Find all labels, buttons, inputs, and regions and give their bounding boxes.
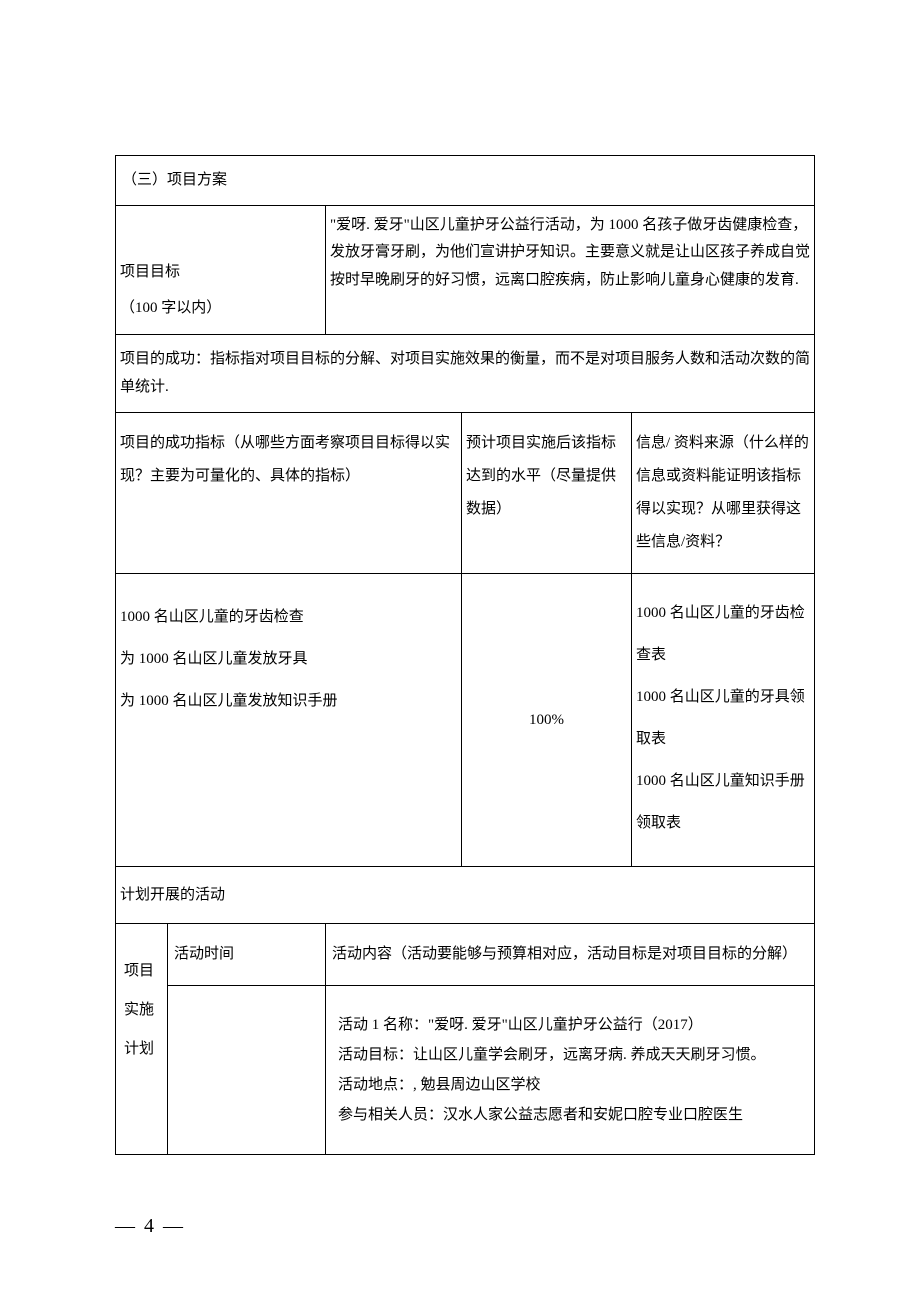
- goal-content: "爱呀. 爱牙"山区儿童护牙公益行活动，为 1000 名孩子做牙齿健康检查，发放…: [330, 217, 810, 289]
- activity-line4: 参与相关人员：汉水人家公益志愿者和安妮口腔专业口腔医生: [338, 1100, 802, 1130]
- document-page: （三）项目方案 项目目标 （100 字以内） "爱呀. 爱牙"山区儿童护牙公益行…: [0, 0, 920, 1298]
- metrics-h3-text: 信息/ 资料来源（什么样的信息或资料能证明该指标得以实现？从哪里获得这些信息/资…: [636, 435, 809, 550]
- metrics-h1-text: 项目的成功指标（从哪些方面考察项目目标得以实现？主要为可量化的、具体的指标）: [120, 435, 450, 484]
- plan-time-header: 活动时间: [174, 946, 234, 962]
- metrics-header-2: 预计项目实施后该指标达到的水平（尽量提供数据）: [462, 412, 632, 573]
- success-note: 项目的成功：指标指对项目目标的分解、对项目实施效果的衡量，而不是对项目服务人数和…: [120, 351, 810, 396]
- metrics-header-3: 信息/ 资料来源（什么样的信息或资料能证明该指标得以实现？从哪里获得这些信息/资…: [632, 412, 815, 573]
- plan-activity-cell: 活动 1 名称："爱呀. 爱牙"山区儿童护牙公益行（2017） 活动目标：让山区…: [326, 985, 815, 1154]
- metric3-line2: 1000 名山区儿童的牙具领取表: [636, 676, 810, 760]
- activity-line2: 活动目标：让山区儿童学会刷牙，远离牙病. 养成天天刷牙习惯。: [338, 1040, 802, 1070]
- vlabel-1: 项目: [124, 952, 159, 991]
- plan-vlabel-cell: 项目 实施 计划: [116, 924, 168, 1155]
- goal-label-2: （100 字以内）: [120, 290, 319, 326]
- vlabel-3: 计划: [124, 1030, 159, 1069]
- goal-label-1: 项目目标: [120, 254, 319, 290]
- section-title: （三）项目方案: [122, 172, 227, 188]
- metric1-line2: 为 1000 名山区儿童发放牙具: [120, 638, 457, 680]
- plan-section-cell: 计划开展的活动: [116, 866, 815, 924]
- metrics-body-3: 1000 名山区儿童的牙齿检查表 1000 名山区儿童的牙具领取表 1000 名…: [632, 573, 815, 866]
- activity-line1: 活动 1 名称："爱呀. 爱牙"山区儿童护牙公益行（2017）: [338, 1010, 802, 1040]
- vlabel-2: 实施: [124, 991, 159, 1030]
- page-number: — 4 —: [115, 1215, 815, 1238]
- plan-content-header-cell: 活动内容（活动要能够与预算相对应，活动目标是对项目目标的分解）: [326, 924, 815, 986]
- metric1-line3: 为 1000 名山区儿童发放知识手册: [120, 680, 457, 722]
- metric1-line1: 1000 名山区儿童的牙齿检查: [120, 596, 457, 638]
- metrics-header-1: 项目的成功指标（从哪些方面考察项目目标得以实现？主要为可量化的、具体的指标）: [116, 412, 462, 573]
- success-note-cell: 项目的成功：指标指对项目目标的分解、对项目实施效果的衡量，而不是对项目服务人数和…: [116, 334, 815, 412]
- metric2-value: 100%: [529, 712, 564, 728]
- plan-time-header-cell: 活动时间: [168, 924, 326, 986]
- plan-time-body-cell: [168, 985, 326, 1154]
- metric3-line1: 1000 名山区儿童的牙齿检查表: [636, 592, 810, 676]
- plan-content-header: 活动内容（活动要能够与预算相对应，活动目标是对项目目标的分解）: [332, 946, 797, 962]
- section-title-cell: （三）项目方案: [116, 156, 815, 206]
- plan-section-title: 计划开展的活动: [120, 887, 225, 903]
- goal-label-cell: 项目目标 （100 字以内）: [116, 205, 326, 334]
- metrics-h2-text: 预计项目实施后该指标达到的水平（尽量提供数据）: [466, 435, 616, 517]
- metrics-body-2: 100%: [462, 573, 632, 866]
- project-plan-table: （三）项目方案 项目目标 （100 字以内） "爱呀. 爱牙"山区儿童护牙公益行…: [115, 155, 815, 1155]
- metrics-body-1: 1000 名山区儿童的牙齿检查 为 1000 名山区儿童发放牙具 为 1000 …: [116, 573, 462, 866]
- activity-line3: 活动地点：, 勉县周边山区学校: [338, 1070, 802, 1100]
- goal-content-cell: "爱呀. 爱牙"山区儿童护牙公益行活动，为 1000 名孩子做牙齿健康检查，发放…: [326, 205, 815, 334]
- metric3-line3: 1000 名山区儿童知识手册领取表: [636, 760, 810, 844]
